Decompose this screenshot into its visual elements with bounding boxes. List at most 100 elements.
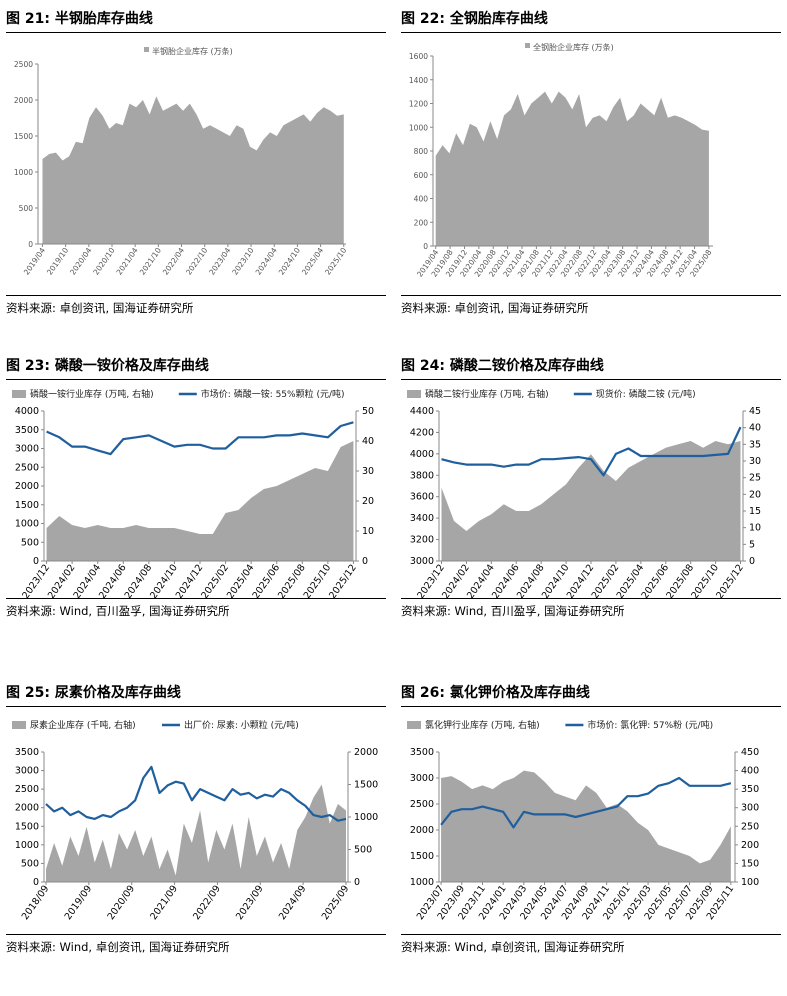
y-tick-label-right: 5 bbox=[749, 539, 755, 550]
legend-swatch-area bbox=[12, 390, 26, 398]
series-area bbox=[441, 441, 741, 561]
y-tick-label-right: 35 bbox=[749, 439, 761, 450]
y-tick-label-left: 1000 bbox=[14, 168, 33, 177]
x-tick-label: 2022/10 bbox=[184, 246, 209, 277]
x-tick-label: 2025/10 bbox=[323, 246, 348, 277]
chart-22: 全钢胎企业库存 (万条) 0 200 400 600 800 1000 1200 1400 160… bbox=[409, 42, 714, 279]
y-tick-label-left: 800 bbox=[414, 147, 429, 156]
panel-26: 图 26: 氯化钾价格及库存曲线 氯化钾行业库存 (万吨, 右轴) 市场价: 氯化… bbox=[401, 682, 781, 962]
y-tick-label-left: 500 bbox=[19, 204, 34, 213]
y-tick-label-left: 3600 bbox=[410, 492, 434, 503]
y-tick-label-right: 1500 bbox=[354, 780, 378, 791]
y-tick-label-left: 0 bbox=[28, 240, 33, 249]
chart-26: 氯化钾行业库存 (万吨, 右轴) 市场价: 氯化钾: 57%粉 (元/吨) 1000… bbox=[407, 719, 759, 922]
y-tick-label-left: 1000 bbox=[15, 840, 39, 851]
y-tick-label-right: 300 bbox=[741, 803, 759, 814]
y-tick-label-left: 1000 bbox=[409, 123, 428, 132]
y-tick-label-left: 0 bbox=[33, 877, 39, 888]
figure-title: 图 23: 磷酸一铵价格及库存曲线 bbox=[6, 355, 386, 380]
y-tick-label-left: 600 bbox=[414, 171, 429, 180]
legend-swatch-area bbox=[407, 721, 421, 729]
y-tick-label-left: 1400 bbox=[409, 76, 428, 85]
x-tick-label: 2019/10 bbox=[45, 246, 70, 277]
y-tick-label-left: 3400 bbox=[410, 513, 434, 524]
y-tick-label-left: 1500 bbox=[15, 821, 39, 832]
y-tick-label-right: 1000 bbox=[354, 812, 378, 823]
legend-swatch-area bbox=[407, 390, 421, 398]
x-tick-label: 2023/09 bbox=[234, 883, 266, 922]
x-tick-label: 2020/10 bbox=[91, 246, 116, 277]
y-tick-label-right: 200 bbox=[741, 840, 759, 851]
x-tick-label: 2024/04 bbox=[254, 246, 279, 277]
series-area bbox=[42, 96, 344, 245]
series-line bbox=[441, 426, 742, 477]
y-tick-label-left: 500 bbox=[21, 858, 39, 869]
y-tick-label-left: 2500 bbox=[15, 462, 39, 473]
legend-label: 市场价: 磷酸一铵: 55%颗粒 (元/吨) bbox=[201, 388, 345, 400]
source-note: 资料来源: Wind, 百川盈孚, 国海证券研究所 bbox=[401, 598, 781, 623]
y-tick-label-right: 20 bbox=[749, 489, 761, 500]
y-tick-label-right: 40 bbox=[749, 423, 761, 434]
source-note: 资料来源: Wind, 卓创资讯, 国海证券研究所 bbox=[6, 934, 386, 959]
y-tick-label-right: 0 bbox=[749, 556, 755, 567]
y-tick-label-left: 3800 bbox=[410, 470, 434, 481]
chart-23: 磷酸一铵行业库存 (万吨, 右轴) 市场价: 磷酸一铵: 55%颗粒 (元/吨) 0… bbox=[12, 388, 374, 601]
y-tick-label-left: 500 bbox=[21, 537, 39, 548]
y-tick-label-right: 30 bbox=[362, 466, 374, 477]
y-tick-label-left: 3500 bbox=[15, 425, 39, 436]
y-tick-label-right: 450 bbox=[741, 747, 759, 758]
figure-title: 图 26: 氯化钾价格及库存曲线 bbox=[401, 682, 781, 707]
y-tick-label-right: 500 bbox=[354, 845, 372, 856]
legend-label: 尿素企业库存 (千吨, 右轴) bbox=[30, 719, 136, 731]
figure-title: 图 21: 半钢胎库存曲线 bbox=[6, 8, 386, 33]
x-tick-label: 2023/10 bbox=[230, 246, 255, 277]
source-note: 资料来源: Wind, 卓创资讯, 国海证券研究所 bbox=[401, 934, 781, 959]
series-line bbox=[46, 421, 354, 456]
y-tick-label-left: 1500 bbox=[14, 132, 33, 141]
y-tick-label-left: 2000 bbox=[15, 803, 39, 814]
y-tick-label-left: 3000 bbox=[15, 444, 39, 455]
y-tick-label-left: 3000 bbox=[410, 556, 434, 567]
y-tick-label-right: 50 bbox=[362, 406, 374, 417]
x-tick-label: 2024/10 bbox=[277, 246, 302, 277]
legend-swatch-area bbox=[525, 43, 530, 48]
y-tick-label-left: 1500 bbox=[15, 500, 39, 511]
legend-label: 全钢胎企业库存 (万条) bbox=[533, 42, 614, 52]
x-tick-label: 2021/09 bbox=[148, 883, 180, 922]
chart-21: 半钢胎企业库存 (万条)050010001500200025002019/042… bbox=[14, 46, 349, 277]
y-tick-label-left: 3500 bbox=[15, 747, 39, 758]
y-tick-label-left: 2500 bbox=[15, 784, 39, 795]
chart-25: 尿素企业库存 (千吨, 右轴) 出厂价: 尿素: 小颗粒 (元/吨) 0 500 100… bbox=[12, 719, 378, 922]
legend-label: 现货价: 磷酸二铵 (元/吨) bbox=[596, 388, 696, 400]
legend-swatch-area bbox=[144, 47, 149, 52]
legend-label: 市场价: 氯化钾: 57%粉 (元/吨) bbox=[587, 719, 713, 731]
y-tick-label-left: 2500 bbox=[14, 60, 33, 69]
y-tick-label-right: 30 bbox=[749, 456, 761, 467]
y-tick-label-left: 4200 bbox=[410, 427, 434, 438]
y-tick-label-left: 2500 bbox=[410, 799, 434, 810]
y-tick-label-right: 45 bbox=[749, 406, 761, 417]
series-line bbox=[440, 776, 732, 829]
y-tick-label-right: 350 bbox=[741, 784, 759, 795]
y-tick-label-left: 3000 bbox=[15, 766, 39, 777]
y-tick-label-left: 2000 bbox=[15, 481, 39, 492]
y-tick-label-right: 0 bbox=[362, 556, 368, 567]
y-tick-label-left: 1600 bbox=[409, 52, 428, 61]
legend-swatch-area bbox=[12, 721, 26, 729]
panel-21: 图 21: 半钢胎库存曲线 半钢胎企业库存 (万条) 0 500 1000 1500 20… bbox=[6, 8, 386, 320]
x-tick-label: 2019/04 bbox=[22, 246, 47, 277]
y-tick-label-left: 0 bbox=[423, 242, 428, 251]
y-tick-label-right: 10 bbox=[749, 523, 761, 534]
y-tick-label-right: 25 bbox=[749, 473, 761, 484]
x-tick-label: 2021/10 bbox=[138, 246, 163, 277]
x-tick-label: 2025/09 bbox=[320, 883, 352, 922]
x-tick-label: 2024/09 bbox=[277, 883, 309, 922]
y-tick-label-right: 0 bbox=[354, 877, 360, 888]
y-tick-label-left: 0 bbox=[33, 556, 39, 567]
y-tick-label-right: 2000 bbox=[354, 747, 378, 758]
source-note: 资料来源: 卓创资讯, 国海证券研究所 bbox=[6, 295, 386, 320]
y-tick-label-left: 1500 bbox=[410, 851, 434, 862]
legend-label: 磷酸一铵行业库存 (万吨, 右轴) bbox=[30, 388, 154, 400]
legend-label: 半钢胎企业库存 (万条) bbox=[152, 46, 233, 56]
series-area bbox=[435, 91, 709, 246]
